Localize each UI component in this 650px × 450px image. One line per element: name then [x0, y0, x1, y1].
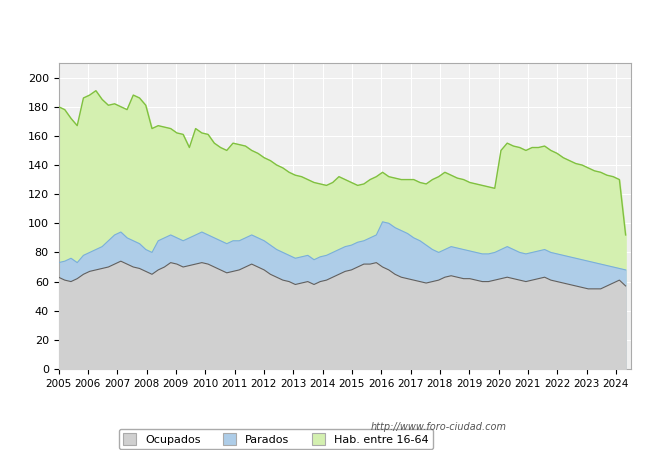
Text: Bañobárez - Evolucion de la poblacion en edad de Trabajar Mayo de 2024: Bañobárez - Evolucion de la poblacion en… [69, 20, 581, 34]
Legend: Ocupados, Parados, Hab. entre 16-64: Ocupados, Parados, Hab. entre 16-64 [119, 429, 433, 449]
Text: http://www.foro-ciudad.com: http://www.foro-ciudad.com [371, 422, 507, 432]
